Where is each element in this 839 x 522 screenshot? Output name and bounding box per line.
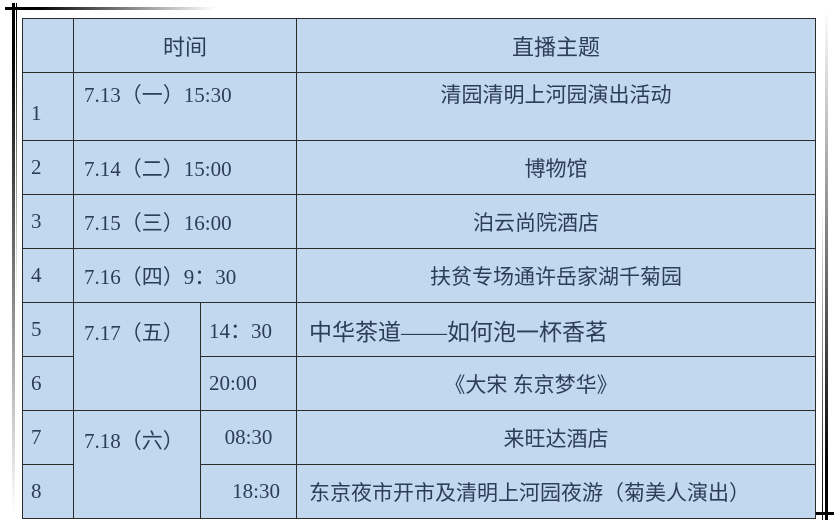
row-number: 6 — [22, 356, 74, 411]
header-time: 时间 — [72, 18, 298, 73]
row-number: 7 — [22, 410, 74, 465]
frame-corner-bottom-right — [825, 10, 828, 520]
table-row: 7 7.18（六） 08:30 来旺达酒店 — [22, 410, 816, 519]
row-date: 7.14（二）15:00 — [72, 140, 298, 195]
row-topic: 中华茶道——如何泡一杯香茗 — [296, 302, 816, 357]
header-row: 时间 直播主题 — [22, 18, 816, 73]
row-topic: 博物馆 — [296, 140, 816, 195]
row-number: 1 — [22, 72, 74, 141]
table-row: 6 20:00 《大宋 东京梦华》 — [22, 356, 816, 411]
row-number: 3 — [22, 194, 74, 249]
row-date: 7.15（三）16:00 — [72, 194, 298, 249]
table-row: 5 7.17（五） 14：30 中华茶道——如何泡一杯香茗 — [22, 302, 816, 411]
row-topic: 扶贫专场通许岳家湖千菊园 — [296, 248, 816, 303]
row-number: 5 — [22, 302, 74, 357]
schedule-table: 时间 直播主题 1 7.13（一）15:30 清园清明上河园演出活动 2 7.1… — [22, 18, 816, 519]
frame-corner-bottom-right — [822, 200, 823, 520]
row-time: 08:30 — [199, 410, 298, 465]
table-row: 1 7.13（一）15:30 清园清明上河园演出活动 — [22, 72, 816, 141]
row-topic: 东京夜市开市及清明上河园夜游（菊美人演出） — [296, 464, 816, 519]
header-topic: 直播主题 — [296, 18, 816, 73]
row-time: 14：30 — [199, 302, 298, 357]
row-number: 4 — [22, 248, 74, 303]
row-topic: 来旺达酒店 — [296, 410, 816, 465]
frame-corner-top-left — [12, 3, 15, 513]
row-topic: 泊云尚院酒店 — [296, 194, 816, 249]
row-topic: 《大宋 东京梦华》 — [296, 356, 816, 411]
row-date: 7.13（一）15:30 — [72, 72, 298, 141]
row-time: 20:00 — [199, 356, 298, 411]
row-date: 7.18（六） — [73, 410, 201, 519]
row-topic: 清园清明上河园演出活动 — [296, 72, 816, 141]
row-date: 7.17（五） — [73, 302, 201, 411]
frame-corner-top-left — [16, 3, 17, 303]
header-no — [22, 18, 74, 73]
table-row: 2 7.14（二）15:00 博物馆 — [22, 140, 816, 195]
table-row: 4 7.16（四）9：30 扶贫专场通许岳家湖千菊园 — [22, 248, 816, 303]
row-time: 18:30 — [199, 464, 298, 519]
frame-corner-top-left — [5, 7, 215, 10]
table-row: 8 18:30 东京夜市开市及清明上河园夜游（菊美人演出） — [22, 464, 816, 519]
row-number: 8 — [22, 464, 74, 519]
table-row: 3 7.15（三）16:00 泊云尚院酒店 — [22, 194, 816, 249]
row-date: 7.16（四）9：30 — [72, 248, 298, 303]
row-number: 2 — [22, 140, 74, 195]
